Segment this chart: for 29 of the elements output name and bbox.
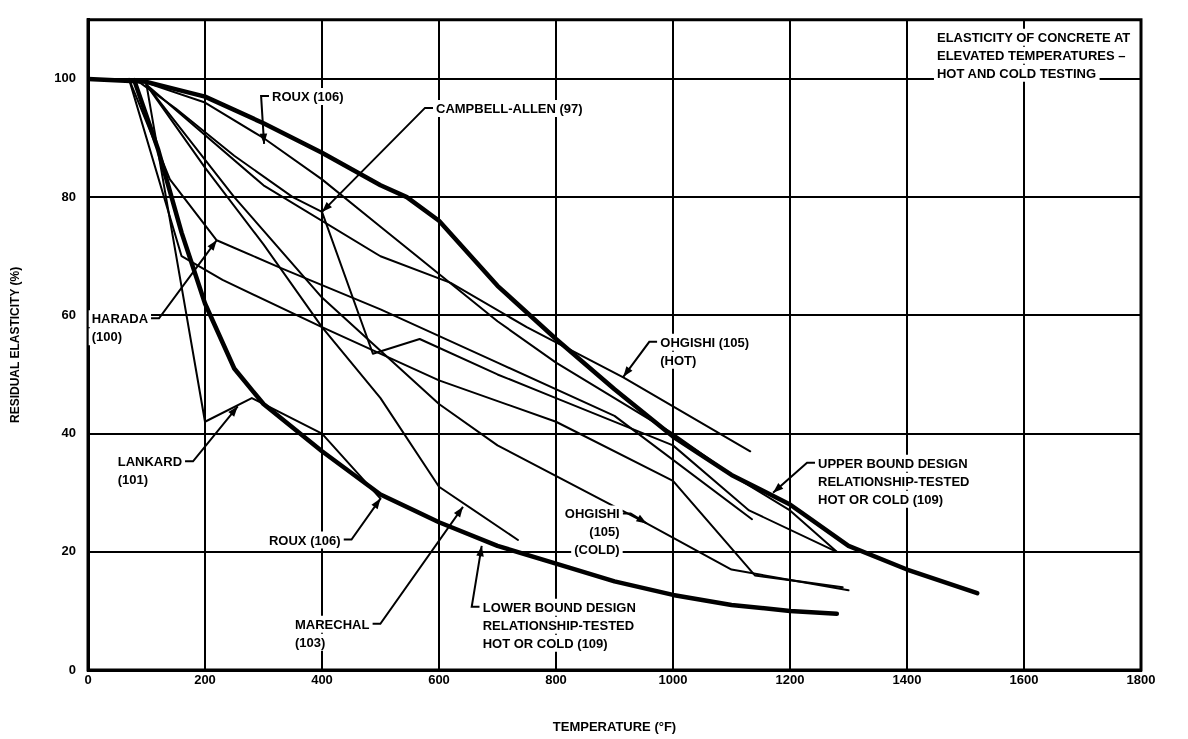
annotation: ROUX (106)	[272, 88, 344, 104]
x-tick-label: 1400	[892, 672, 922, 688]
annotation: LOWER BOUND DESIGN RELATIONSHIP-TESTED HOT OR COLD (109)	[482, 599, 636, 651]
annotation: ROUX (106)	[268, 532, 341, 548]
annotation: OHGISHI (105) (HOT)	[660, 334, 750, 368]
x-tick-label: 1800	[1126, 672, 1156, 688]
annotation: OHGISHI (105) (COLD)	[564, 506, 620, 558]
x-tick-label: 1200	[775, 672, 805, 688]
annotation: CAMPBELL-ALLEN (97)	[436, 100, 583, 116]
y-tick-label: 100	[54, 70, 76, 86]
x-tick-label: 800	[545, 672, 567, 688]
x-axis-title: TEMPERATURE (°F)	[552, 718, 677, 734]
y-tick-label: 40	[61, 425, 76, 441]
y-axis-title: RESIDUAL ELASTICITY (%)	[7, 266, 22, 424]
x-tick-label: 200	[194, 672, 216, 688]
text: ELASTICITY OF CONCRETE AT ELEVATED TEMPERATURES – HOT AND COLD TESTING	[936, 29, 1131, 81]
y-tick-label: 60	[61, 306, 76, 322]
annotation: MARECHAL (103)	[294, 616, 370, 650]
y-tick-label: 80	[61, 188, 76, 204]
x-tick-label: 600	[428, 672, 450, 688]
x-tick-label: 400	[311, 672, 333, 688]
x-tick-label: 1600	[1009, 672, 1039, 688]
annotation: UPPER BOUND DESIGN RELATIONSHIP-TESTED HOT OR COLD (109)	[818, 455, 970, 507]
y-tick-label: 20	[61, 543, 76, 559]
y-tick-label: 0	[68, 661, 76, 677]
annotation: LANKARD (101)	[117, 454, 183, 488]
x-tick-label: 1000	[658, 672, 688, 688]
annotation: HARADA (100)	[91, 311, 149, 345]
x-tick-label: 0	[84, 672, 92, 688]
